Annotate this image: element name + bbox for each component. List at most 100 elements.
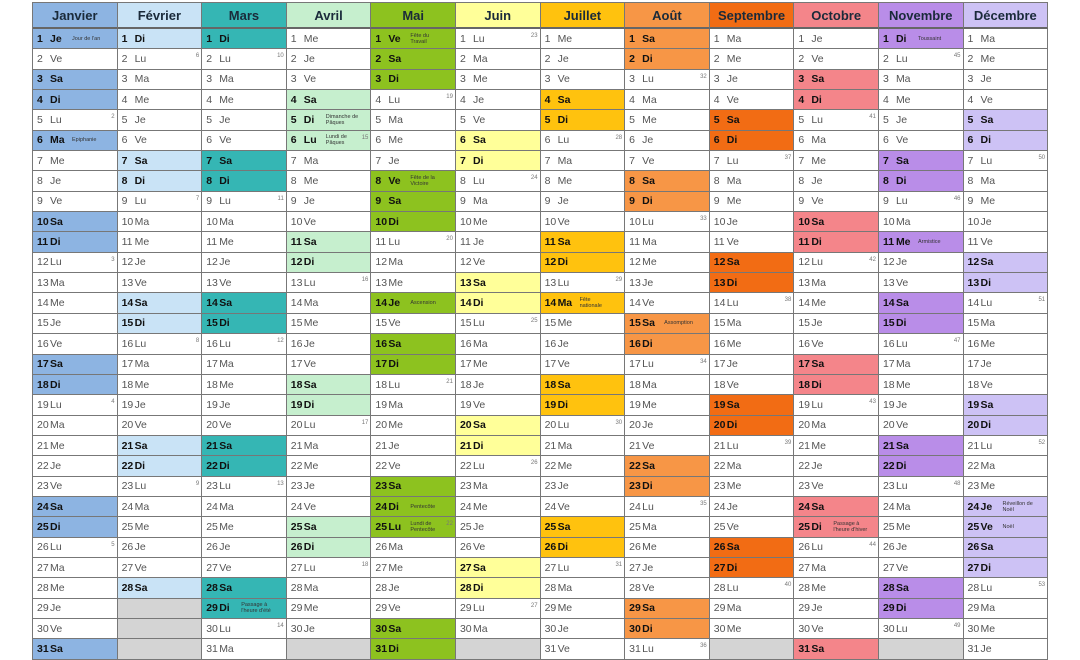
day-cell[interactable]: 29 Ma xyxy=(709,598,795,619)
day-cell[interactable]: 13 Ve xyxy=(117,273,203,294)
day-cell[interactable]: 12 Di xyxy=(540,252,626,274)
day-cell[interactable]: 31 Di xyxy=(371,639,456,660)
day-cell[interactable]: 21 Me xyxy=(794,435,879,457)
day-cell[interactable]: 28 Lu 40 xyxy=(709,578,795,599)
day-cell[interactable]: 13 Je xyxy=(625,273,710,294)
day-cell[interactable]: 9 Me xyxy=(709,191,795,213)
day-cell[interactable]: 26 Sa xyxy=(963,537,1049,558)
day-cell[interactable]: 10 Sa xyxy=(33,212,118,233)
day-cell[interactable]: 24 Sa xyxy=(33,496,118,518)
day-cell[interactable]: 17 Di xyxy=(371,354,456,375)
day-cell[interactable]: 27 Ve xyxy=(202,557,287,579)
day-cell[interactable]: 1 Di xyxy=(202,29,287,50)
day-cell[interactable]: 17 Sa xyxy=(794,354,879,375)
day-cell[interactable]: 9 Lu 7 xyxy=(117,191,203,213)
day-cell[interactable]: 15 Me xyxy=(286,313,372,335)
day-cell[interactable]: 18 Sa xyxy=(286,374,372,396)
day-cell[interactable]: 22 Me xyxy=(286,456,372,477)
day-cell[interactable]: 7 Sa xyxy=(202,151,287,172)
day-cell[interactable]: 13 Ve xyxy=(202,273,287,294)
day-cell[interactable]: 18 Je xyxy=(455,374,541,396)
day-cell[interactable]: 24 Sa xyxy=(794,496,879,518)
day-cell[interactable]: 10 Je xyxy=(963,212,1049,233)
day-cell[interactable]: 14 Me xyxy=(33,293,118,314)
day-cell[interactable]: 19 Ma xyxy=(371,395,456,416)
day-cell[interactable]: 26 Sa xyxy=(709,537,795,558)
day-cell[interactable]: 16 Lu 8 xyxy=(117,334,203,355)
day-cell[interactable]: 20 Ve xyxy=(117,415,203,436)
day-cell[interactable]: 24 Me xyxy=(455,496,541,518)
day-cell[interactable]: 17 Ma xyxy=(878,354,964,375)
day-cell[interactable]: 2 Di xyxy=(625,49,710,70)
day-cell[interactable]: 21 Sa xyxy=(117,435,203,457)
day-cell[interactable]: 26 Lu 5 xyxy=(33,537,118,558)
day-cell[interactable]: 31 Ma xyxy=(202,639,287,660)
day-cell[interactable]: 12 Je xyxy=(117,252,203,274)
day-cell[interactable]: 28 Me xyxy=(33,578,118,599)
day-cell[interactable]: 8 Di xyxy=(117,171,203,192)
day-cell[interactable]: 22 Ma xyxy=(963,456,1049,477)
day-cell[interactable]: 23 Sa xyxy=(371,476,456,497)
day-cell[interactable]: 9 Me xyxy=(963,191,1049,213)
day-cell[interactable]: 22 Di xyxy=(202,456,287,477)
day-cell[interactable]: 5 Lu 41 xyxy=(794,110,879,131)
day-cell[interactable]: 8 Je xyxy=(33,171,118,192)
day-cell[interactable]: 25 Di xyxy=(33,517,118,538)
day-cell[interactable]: 24 Ve xyxy=(540,496,626,518)
day-cell[interactable]: 12 Je xyxy=(202,252,287,274)
day-cell[interactable]: 7 Di xyxy=(455,151,541,172)
day-cell[interactable]: 20 Di xyxy=(709,415,795,436)
day-cell[interactable]: 24 Di Pentecôte xyxy=(371,496,456,518)
day-cell[interactable]: 7 Lu 50 xyxy=(963,151,1049,172)
day-cell[interactable]: 12 Ve xyxy=(455,252,541,274)
day-cell[interactable]: 14 Me xyxy=(794,293,879,314)
day-cell[interactable]: 30 Sa xyxy=(371,618,456,640)
day-cell[interactable]: 13 Ma xyxy=(33,273,118,294)
day-cell[interactable]: 2 Ve xyxy=(794,49,879,70)
day-cell[interactable]: 15 Ma xyxy=(709,313,795,335)
day-cell[interactable]: 15 Je xyxy=(33,313,118,335)
day-cell[interactable]: 6 Di xyxy=(963,130,1049,152)
day-cell[interactable]: 13 Lu 16 xyxy=(286,273,372,294)
day-cell[interactable]: 28 Lu 53 xyxy=(963,578,1049,599)
day-cell[interactable]: 14 Di xyxy=(455,293,541,314)
day-cell[interactable]: 11 Ve xyxy=(709,232,795,253)
day-cell[interactable]: 16 Me xyxy=(709,334,795,355)
day-cell[interactable]: 5 Je xyxy=(878,110,964,131)
day-cell[interactable]: 3 Di xyxy=(371,69,456,91)
day-cell[interactable]: 4 Di xyxy=(33,90,118,111)
day-cell[interactable]: 16 Lu 47 xyxy=(878,334,964,355)
day-cell[interactable]: 11 Me xyxy=(202,232,287,253)
day-cell[interactable]: 2 Ma xyxy=(455,49,541,70)
day-cell[interactable]: 19 Je xyxy=(117,395,203,416)
day-cell[interactable]: 16 Je xyxy=(286,334,372,355)
day-cell[interactable]: 25 Me xyxy=(878,517,964,538)
day-cell[interactable]: 11 Ma xyxy=(625,232,710,253)
day-cell[interactable]: 13 Sa xyxy=(455,273,541,294)
day-cell[interactable]: 5 Ma xyxy=(371,110,456,131)
day-cell[interactable]: 12 Sa xyxy=(963,252,1049,274)
day-cell[interactable]: 17 Sa xyxy=(33,354,118,375)
day-cell[interactable]: 22 Di xyxy=(878,456,964,477)
day-cell[interactable]: 9 Di xyxy=(625,191,710,213)
day-cell[interactable]: 29 Di xyxy=(878,598,964,619)
day-cell[interactable]: 18 Ve xyxy=(709,374,795,396)
day-cell[interactable]: 3 Je xyxy=(709,69,795,91)
day-cell[interactable]: 17 Je xyxy=(963,354,1049,375)
day-cell[interactable]: 28 Je xyxy=(371,578,456,599)
day-cell[interactable]: 11 Di xyxy=(33,232,118,253)
day-cell[interactable]: 8 Ve Fête de la Victoire xyxy=(371,171,456,192)
day-cell[interactable]: 17 Me xyxy=(455,354,541,375)
day-cell[interactable]: 10 Je xyxy=(709,212,795,233)
day-cell[interactable]: 24 Lu 35 xyxy=(625,496,710,518)
day-cell[interactable]: 14 Sa xyxy=(878,293,964,314)
day-cell[interactable]: 15 Di xyxy=(878,313,964,335)
day-cell[interactable]: 31 Sa xyxy=(794,639,879,660)
day-cell[interactable]: 4 Ve xyxy=(709,90,795,111)
day-cell[interactable]: 11 Me Armistice xyxy=(878,232,964,253)
day-cell[interactable]: 15 Di xyxy=(202,313,287,335)
day-cell[interactable]: 1 Ma xyxy=(709,29,795,50)
day-cell[interactable]: 6 Ma Epiphanie xyxy=(33,130,118,152)
day-cell[interactable]: 10 Ve xyxy=(540,212,626,233)
day-cell[interactable]: 14 Ma Fête nationale xyxy=(540,293,626,314)
